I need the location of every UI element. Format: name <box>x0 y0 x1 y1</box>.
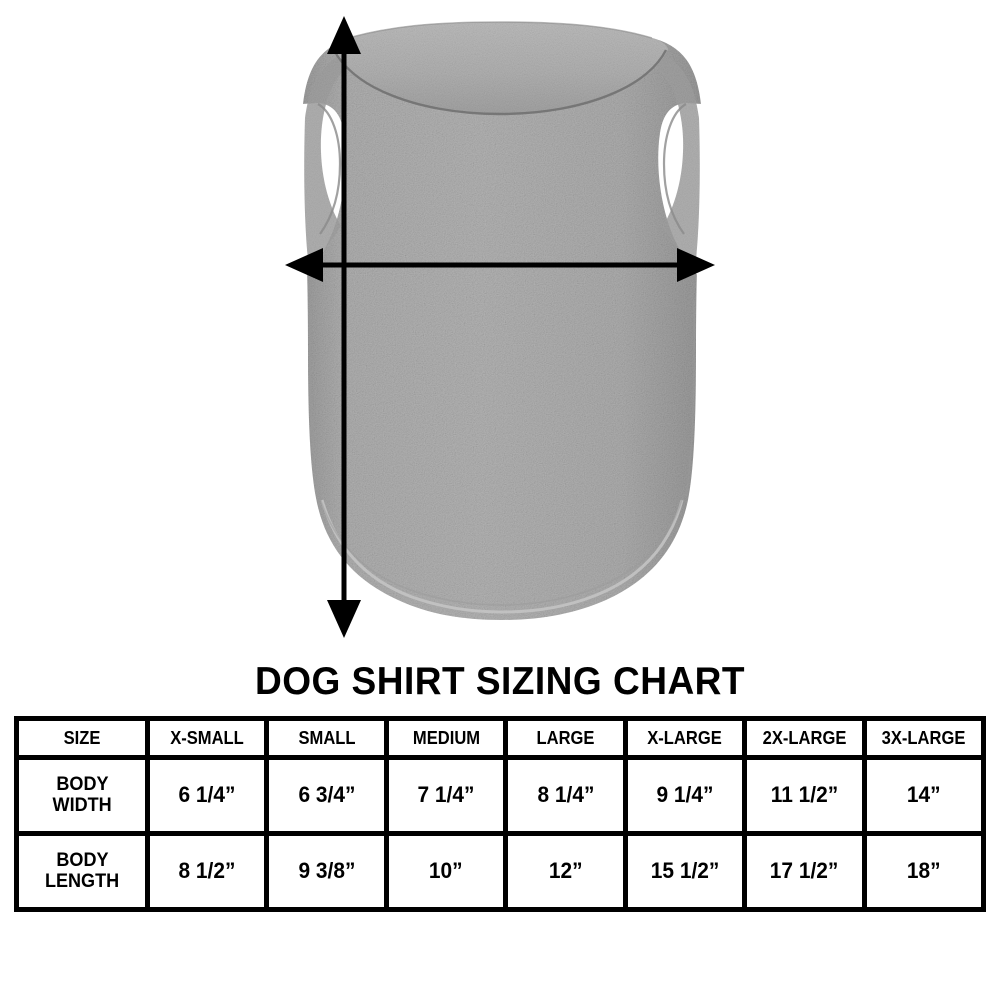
body-width-arrow <box>285 248 715 282</box>
shirt-body-group <box>299 21 705 620</box>
row-header-body-width: BODY WIDTH <box>19 759 145 831</box>
shirt-illustration <box>285 16 715 638</box>
left-shoulder-cap <box>304 40 382 268</box>
cell-body-length-xsmall: 8 1/2” <box>150 835 265 907</box>
cell-body-width-3xlarge: 14” <box>866 759 981 831</box>
shirt-diagram <box>285 16 715 638</box>
hem-seam-inner <box>317 491 685 606</box>
table-header-row: SIZE X-SMALL SMALL MEDIUM LARGE X-LARGE … <box>19 721 981 755</box>
table-row: BODY WIDTH 6 1/4” 6 3/4” 7 1/4” 8 1/4” 9… <box>19 759 981 831</box>
table-header-cell-xsmall: X-SMALL <box>150 721 265 755</box>
left-side-seam <box>308 299 319 497</box>
table-row: BODY LENGTH 8 1/2” 9 3/8” 10” 12” 15 1/2… <box>19 835 981 907</box>
cell-body-width-large: 8 1/4” <box>508 759 623 831</box>
cell-body-length-2xlarge: 17 1/2” <box>747 835 862 907</box>
table-header-cell-2xlarge: 2X-LARGE <box>747 721 862 755</box>
collar-top-edge <box>351 21 653 39</box>
right-armhole-seam <box>662 103 687 235</box>
table-header-cell-3xlarge: 3X-LARGE <box>866 721 981 755</box>
left-armhole-seam <box>317 103 342 235</box>
table-header-cell-size: SIZE <box>19 721 145 755</box>
sizing-table-container: SIZE X-SMALL SMALL MEDIUM LARGE X-LARGE … <box>14 716 986 912</box>
cell-body-length-medium: 10” <box>388 835 504 907</box>
measurement-arrows <box>285 16 715 638</box>
cell-body-width-xsmall: 6 1/4” <box>150 759 265 831</box>
table-header-cell-small: SMALL <box>269 721 384 755</box>
cell-body-width-medium: 7 1/4” <box>388 759 504 831</box>
collar-seam <box>332 49 668 116</box>
cell-body-length-small: 9 3/8” <box>269 835 384 907</box>
row-header-body-length: BODY LENGTH <box>19 835 145 907</box>
body-length-arrow <box>327 16 361 638</box>
table-header-cell-large: LARGE <box>508 721 623 755</box>
table-header-cell-medium: MEDIUM <box>388 721 504 755</box>
sizing-table: SIZE X-SMALL SMALL MEDIUM LARGE X-LARGE … <box>14 716 986 912</box>
cell-body-width-xlarge: 9 1/4” <box>627 759 743 831</box>
shirt-collar <box>333 22 668 114</box>
right-shoulder-cap <box>622 40 700 268</box>
table-header-cell-xlarge: X-LARGE <box>627 721 743 755</box>
cell-body-width-2xlarge: 11 1/2” <box>747 759 862 831</box>
cell-body-width-small: 6 3/4” <box>269 759 384 831</box>
shirt-body-shape <box>301 22 703 620</box>
right-side-seam <box>685 299 696 497</box>
hem-seam <box>320 499 684 614</box>
page-title: DOG SHIRT SIZING CHART <box>254 660 746 703</box>
cell-body-length-xlarge: 15 1/2” <box>627 835 743 907</box>
cell-body-length-3xlarge: 18” <box>866 835 981 907</box>
cell-body-length-large: 12” <box>508 835 623 907</box>
